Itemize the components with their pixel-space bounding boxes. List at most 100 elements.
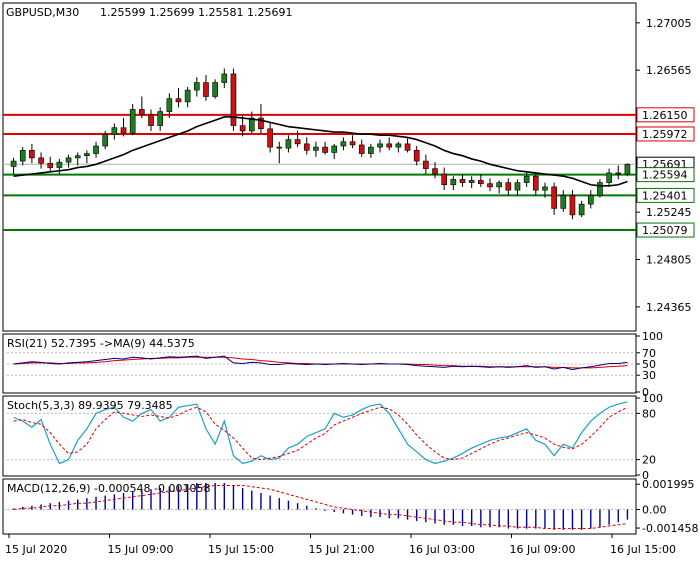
time-axis-label: 16 Jul 03:00 [409, 543, 475, 556]
bull-candle[interactable] [450, 179, 457, 186]
bull-candle[interactable] [129, 109, 136, 134]
bear-candle[interactable] [267, 128, 273, 148]
bear-candle[interactable] [239, 125, 246, 132]
macd-axis-label: 0.001995 [642, 478, 695, 491]
stoch-axis-label: 0 [642, 469, 649, 482]
bear-candle[interactable] [532, 175, 539, 191]
bear-candle[interactable] [258, 117, 264, 130]
bull-candle[interactable] [542, 186, 548, 191]
bull-candle[interactable] [597, 182, 603, 196]
stoch-axis-label: 80 [642, 407, 656, 420]
bear-candle[interactable] [175, 98, 182, 103]
bear-candle[interactable] [551, 186, 557, 209]
bear-candle[interactable] [303, 143, 310, 151]
bear-candle[interactable] [322, 146, 328, 153]
bear-candle[interactable] [358, 144, 365, 154]
bull-candle[interactable] [368, 146, 374, 154]
rsi-line [13, 355, 628, 371]
main-price-pane[interactable] [2, 2, 637, 332]
macd-pane[interactable] [2, 478, 637, 535]
bear-candle[interactable] [487, 183, 493, 188]
bear-candle[interactable] [120, 127, 127, 134]
bear-candle[interactable] [47, 162, 54, 168]
bull-candle[interactable] [496, 182, 502, 188]
stoch-axis-label: 100 [642, 392, 663, 405]
bull-candle[interactable] [19, 150, 26, 162]
price-axis-label: 1.24805 [646, 254, 692, 267]
bull-candle[interactable] [10, 160, 17, 167]
stoch-axis-label: 20 [642, 454, 656, 467]
bull-candle[interactable] [212, 82, 218, 97]
rsi-title: RSI(21) 52.7395 ->MA(9) 44.5375 [7, 337, 195, 350]
bull-candle[interactable] [560, 195, 567, 209]
bull-candle[interactable] [93, 145, 99, 154]
bull-candle[interactable] [84, 153, 90, 157]
bear-candle[interactable] [505, 182, 512, 191]
bear-candle[interactable] [404, 143, 411, 151]
bear-candle[interactable] [29, 150, 35, 159]
bull-candle[interactable] [514, 182, 521, 191]
bear-candle[interactable] [413, 150, 420, 162]
time-axis-label: 15 Jul 21:00 [309, 543, 375, 556]
support-price-label: 1.25401 [642, 189, 688, 202]
price-axis-label: 1.24365 [646, 301, 692, 314]
bull-candle[interactable] [157, 111, 163, 126]
time-axis-label: 16 Jul 09:00 [510, 543, 576, 556]
bull-candle[interactable] [111, 127, 118, 135]
time-axis-label: 15 Jul 15:00 [208, 543, 274, 556]
bull-candle[interactable] [340, 141, 347, 147]
rsi-axis-label: 0 [642, 386, 649, 399]
bull-candle[interactable] [65, 157, 72, 163]
bull-candle[interactable] [56, 161, 63, 168]
time-axis-label: 16 Jul 15:00 [610, 543, 676, 556]
bear-candle[interactable] [423, 160, 429, 169]
bull-candle[interactable] [184, 89, 191, 103]
bear-candle[interactable] [459, 179, 466, 183]
bear-candle[interactable] [294, 139, 301, 145]
bear-candle[interactable] [569, 195, 576, 216]
time-axis-label: 15 Jul 09:00 [108, 543, 174, 556]
bear-candle[interactable] [386, 143, 393, 148]
bull-candle[interactable] [523, 175, 530, 183]
bull-candle[interactable] [166, 98, 173, 112]
stoch-main-line [13, 401, 628, 465]
moving-average-line [13, 116, 628, 187]
bull-candle[interactable] [74, 155, 81, 159]
resistance-price-label: 1.25972 [642, 128, 688, 141]
bull-candle[interactable] [313, 146, 319, 151]
bull-candle[interactable] [193, 82, 200, 91]
macd-signal-line [13, 484, 628, 530]
bull-candle[interactable] [624, 164, 631, 175]
bull-candle[interactable] [578, 203, 585, 216]
bull-candle[interactable] [102, 133, 109, 147]
bull-candle[interactable] [468, 180, 475, 183]
bear-candle[interactable] [148, 114, 154, 126]
resistance-price-label: 1.26150 [642, 109, 688, 122]
macd-axis-label: -0.001458 [642, 522, 698, 535]
bear-candle[interactable] [478, 180, 484, 184]
bear-candle[interactable] [203, 82, 209, 97]
bull-candle[interactable] [331, 145, 338, 153]
bear-candle[interactable] [441, 173, 448, 186]
support-price-tag [636, 222, 695, 238]
rsi-axis-label: 30 [642, 369, 656, 382]
bull-candle[interactable] [221, 73, 228, 83]
bull-candle[interactable] [377, 143, 383, 148]
bear-candle[interactable] [230, 73, 237, 126]
bear-candle[interactable] [349, 141, 356, 146]
bull-candle[interactable] [606, 172, 612, 183]
bull-candle[interactable] [285, 139, 292, 149]
bull-candle[interactable] [587, 195, 594, 205]
bear-candle[interactable] [139, 109, 145, 116]
bear-candle[interactable] [432, 168, 438, 175]
bull-candle[interactable] [248, 117, 255, 132]
bear-candle[interactable] [615, 172, 622, 175]
bear-candle[interactable] [276, 146, 283, 149]
bull-candle[interactable] [395, 143, 402, 148]
rsi-axis-label: 50 [642, 358, 656, 371]
bear-candle[interactable] [38, 157, 44, 164]
price-axis-label: 1.27005 [646, 17, 692, 30]
resistance-price-tag [636, 107, 695, 123]
